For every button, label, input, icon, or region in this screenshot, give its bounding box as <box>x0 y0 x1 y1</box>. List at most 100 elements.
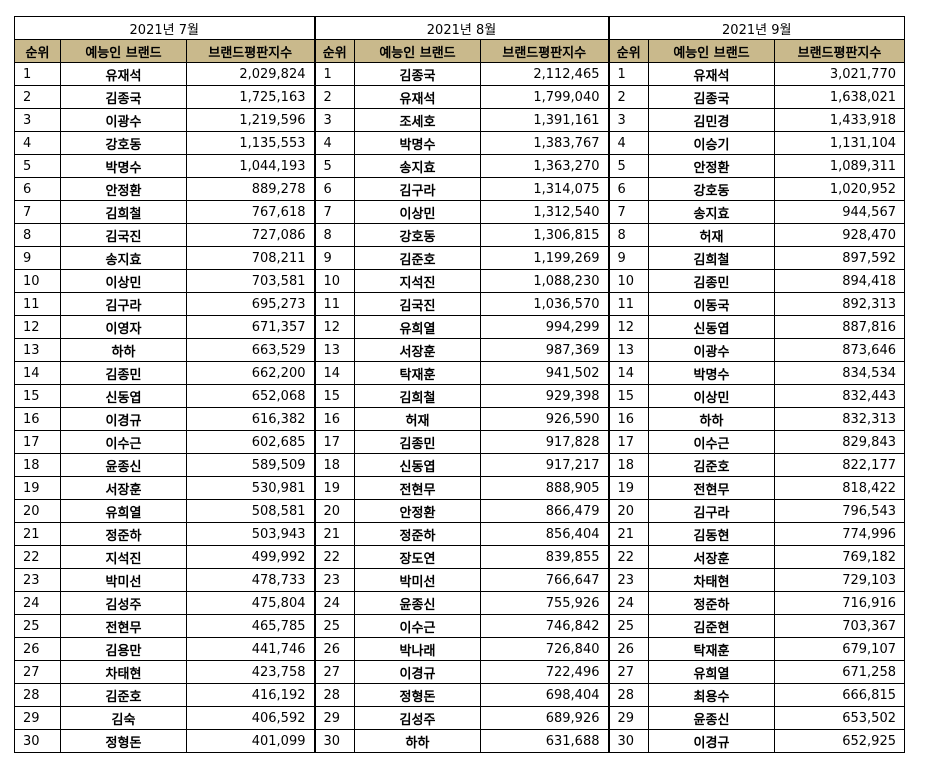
score-cell: 929,398 <box>480 384 609 408</box>
score-cell: 602,685 <box>186 430 315 454</box>
brand-cell: 이상민 <box>354 200 481 224</box>
rank-cell: 28 <box>607 683 649 707</box>
brand-cell: 김종민 <box>354 430 481 454</box>
score-cell: 406,592 <box>186 706 315 730</box>
rank-cell: 4 <box>607 131 649 155</box>
table-row: 3 이광수 1,219,596 3 조세호 1,391,161 3 김민경 1,433,918 <box>14 108 905 132</box>
score-cell: 465,785 <box>186 614 315 638</box>
score-cell: 503,943 <box>186 522 315 546</box>
rank-cell: 17 <box>14 430 61 454</box>
brand-cell: 김구라 <box>648 499 775 523</box>
score-cell: 888,905 <box>480 476 609 500</box>
brand-cell: 윤종신 <box>354 591 481 615</box>
score-cell: 1,020,952 <box>774 177 905 201</box>
score-cell: 766,647 <box>480 568 609 592</box>
score-cell: 698,404 <box>480 683 609 707</box>
brand-cell: 강호동 <box>648 177 775 201</box>
brand-cell: 김민경 <box>648 108 775 132</box>
score-cell: 1,363,270 <box>480 154 609 178</box>
table-row: 18 윤종신 589,509 18 신동엽 917,217 18 김준호 822,177 <box>14 453 905 477</box>
score-header: 브랜드평판지수 <box>774 39 905 63</box>
score-cell: 866,479 <box>480 499 609 523</box>
brand-cell: 서장훈 <box>60 476 187 500</box>
rank-cell: 24 <box>313 591 355 615</box>
brand-cell: 유희열 <box>354 315 481 339</box>
score-cell: 834,534 <box>774 361 905 385</box>
score-cell: 1,312,540 <box>480 200 609 224</box>
brand-cell: 신동엽 <box>60 384 187 408</box>
score-cell: 1,799,040 <box>480 85 609 109</box>
rank-cell: 12 <box>14 315 61 339</box>
rank-cell: 18 <box>607 453 649 477</box>
score-cell: 530,981 <box>186 476 315 500</box>
brand-cell: 이경규 <box>60 407 187 431</box>
rank-cell: 26 <box>14 637 61 661</box>
rank-cell: 22 <box>607 545 649 569</box>
month-title-september: 2021년 9월 <box>607 16 905 40</box>
brand-cell: 윤종신 <box>648 706 775 730</box>
rank-cell: 15 <box>607 384 649 408</box>
score-cell: 1,433,918 <box>774 108 905 132</box>
table-row: 6 안정환 889,278 6 김구라 1,314,075 6 강호동 1,020,952 <box>14 177 905 201</box>
table-row: 16 이경규 616,382 16 허재 926,590 16 하하 832,313 <box>14 407 905 431</box>
rank-cell: 7 <box>607 200 649 224</box>
table-row: 25 전현무 465,785 25 이수근 746,842 25 김준현 703,367 <box>14 614 905 638</box>
rank-cell: 4 <box>14 131 61 155</box>
brand-cell: 박명수 <box>60 154 187 178</box>
score-cell: 2,112,465 <box>480 62 609 86</box>
brand-cell: 김성주 <box>354 706 481 730</box>
score-cell: 873,646 <box>774 338 905 362</box>
score-cell: 1,314,075 <box>480 177 609 201</box>
score-cell: 729,103 <box>774 568 905 592</box>
table-row: 5 박명수 1,044,193 5 송지효 1,363,270 5 안정환 1,089,311 <box>14 154 905 178</box>
score-cell: 889,278 <box>186 177 315 201</box>
rank-cell: 2 <box>313 85 355 109</box>
score-cell: 423,758 <box>186 660 315 684</box>
score-cell: 499,992 <box>186 545 315 569</box>
table-row: 8 김국진 727,086 8 강호동 1,306,815 8 허재 928,470 <box>14 223 905 247</box>
rank-cell: 23 <box>607 568 649 592</box>
rank-cell: 10 <box>607 269 649 293</box>
rank-cell: 24 <box>607 591 649 615</box>
rank-cell: 19 <box>313 476 355 500</box>
brand-cell: 김종국 <box>354 62 481 86</box>
score-cell: 839,855 <box>480 545 609 569</box>
table-row: 15 신동엽 652,068 15 김희철 929,398 15 이상민 832,443 <box>14 384 905 408</box>
table-row: 13 하하 663,529 13 서장훈 987,369 13 이광수 873,646 <box>14 338 905 362</box>
brand-cell: 이승기 <box>648 131 775 155</box>
brand-header: 예능인 브랜드 <box>648 39 775 63</box>
rank-cell: 11 <box>607 292 649 316</box>
rank-cell: 21 <box>607 522 649 546</box>
score-cell: 716,916 <box>774 591 905 615</box>
brand-cell: 강호동 <box>354 223 481 247</box>
score-cell: 3,021,770 <box>774 62 905 86</box>
score-cell: 994,299 <box>480 315 609 339</box>
brand-cell: 김구라 <box>354 177 481 201</box>
rank-cell: 3 <box>14 108 61 132</box>
score-cell: 944,567 <box>774 200 905 224</box>
brand-cell: 이경규 <box>648 729 775 753</box>
rank-cell: 26 <box>607 637 649 661</box>
table-row: 11 김구라 695,273 11 김국진 1,036,570 11 이동국 892,313 <box>14 292 905 316</box>
score-cell: 689,926 <box>480 706 609 730</box>
score-cell: 832,443 <box>774 384 905 408</box>
score-cell: 1,306,815 <box>480 223 609 247</box>
brand-cell: 유희열 <box>648 660 775 684</box>
brand-reputation-table: 2021년 7월 2021년 8월 2021년 9월 순위 예능인 브랜드 브랜… <box>14 16 905 753</box>
rank-header: 순위 <box>14 39 61 63</box>
score-cell: 671,258 <box>774 660 905 684</box>
brand-cell: 안정환 <box>354 499 481 523</box>
brand-cell: 신동엽 <box>354 453 481 477</box>
score-cell: 508,581 <box>186 499 315 523</box>
rank-cell: 25 <box>607 614 649 638</box>
score-cell: 796,543 <box>774 499 905 523</box>
score-cell: 1,044,193 <box>186 154 315 178</box>
brand-cell: 장도연 <box>354 545 481 569</box>
score-cell: 1,036,570 <box>480 292 609 316</box>
rank-cell: 12 <box>313 315 355 339</box>
brand-cell: 이영자 <box>60 315 187 339</box>
score-cell: 662,200 <box>186 361 315 385</box>
rank-cell: 6 <box>313 177 355 201</box>
score-cell: 892,313 <box>774 292 905 316</box>
table-row: 10 이상민 703,581 10 지석진 1,088,230 10 김종민 894,418 <box>14 269 905 293</box>
